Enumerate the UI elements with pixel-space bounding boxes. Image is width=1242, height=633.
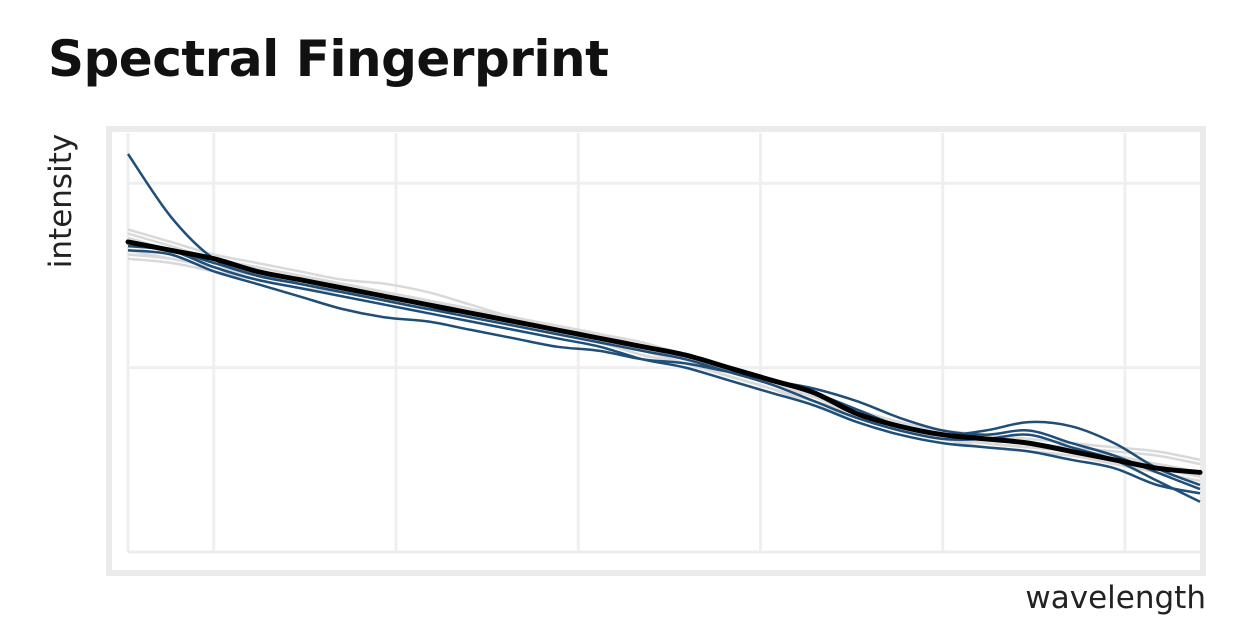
- mean-series-line: [125, 239, 1203, 475]
- plot-frame: [106, 126, 1206, 576]
- grid-lines: [126, 133, 1200, 554]
- highlight-series-line-2: [127, 249, 1201, 487]
- x-axis-label: wavelength: [1025, 580, 1206, 616]
- highlight-series-line-1: [127, 240, 1201, 495]
- chart-title: Spectral Fingerprint: [48, 30, 609, 88]
- highlight-series-group: [126, 153, 1201, 503]
- mean-series-group: [125, 239, 1203, 475]
